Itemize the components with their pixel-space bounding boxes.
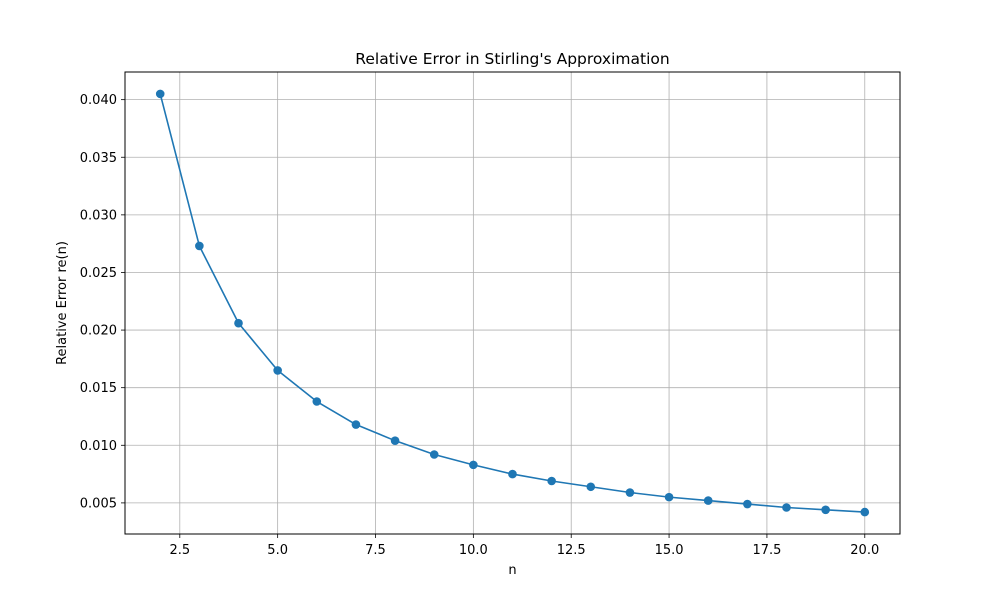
data-point: [469, 460, 478, 470]
data-point: [312, 397, 322, 406]
series-line: [159, 93, 865, 513]
data-point: [743, 499, 752, 509]
y-tick-label: 0.020: [80, 324, 117, 339]
data-point: [508, 469, 517, 479]
data-point: [860, 507, 870, 517]
x-tick-label: 5.0: [267, 543, 288, 558]
x-tick-label: 7.5: [365, 543, 386, 558]
data-point: [155, 89, 165, 99]
y-tick-label: 0.025: [80, 266, 117, 281]
y-tick-label: 0.010: [80, 439, 117, 454]
x-tick-label: 20.0: [850, 543, 879, 558]
y-tick-label: 0.040: [80, 93, 117, 108]
data-point: [821, 505, 830, 515]
data-point: [273, 366, 282, 375]
data-series: [155, 89, 870, 517]
x-tick-label: 12.5: [557, 543, 586, 558]
data-point: [586, 482, 596, 492]
data-point: [703, 496, 713, 505]
x-tick-label: 17.5: [752, 543, 781, 558]
plot-area: [124, 71, 901, 535]
x-tick-label: 10.0: [459, 543, 488, 558]
x-axis-label: n: [508, 563, 516, 578]
data-point: [390, 436, 400, 445]
grid: [125, 72, 900, 534]
axis-ticks: 2.5 5.0 7.5 10.0 12.5 15.0 17.5 20.0 0.005 0.010 0…: [80, 93, 879, 558]
y-tick-label: 0.015: [80, 381, 117, 396]
data-point: [351, 420, 361, 429]
y-axis-label: Relative Error re(n): [55, 241, 70, 365]
data-point: [625, 488, 635, 497]
data-point: [664, 492, 674, 502]
data-point: [195, 241, 204, 251]
y-tick-label: 0.035: [80, 151, 117, 166]
data-point: [547, 476, 556, 486]
chart-title: Relative Error in Stirling's Approximati…: [355, 50, 669, 68]
x-tick-label: 2.5: [169, 543, 190, 558]
data-point: [234, 318, 243, 328]
x-tick-label: 15.0: [655, 543, 684, 558]
y-tick-label: 0.030: [80, 208, 117, 223]
data-point: [429, 450, 439, 459]
y-tick-label: 0.005: [80, 496, 117, 511]
data-point: [782, 503, 791, 512]
